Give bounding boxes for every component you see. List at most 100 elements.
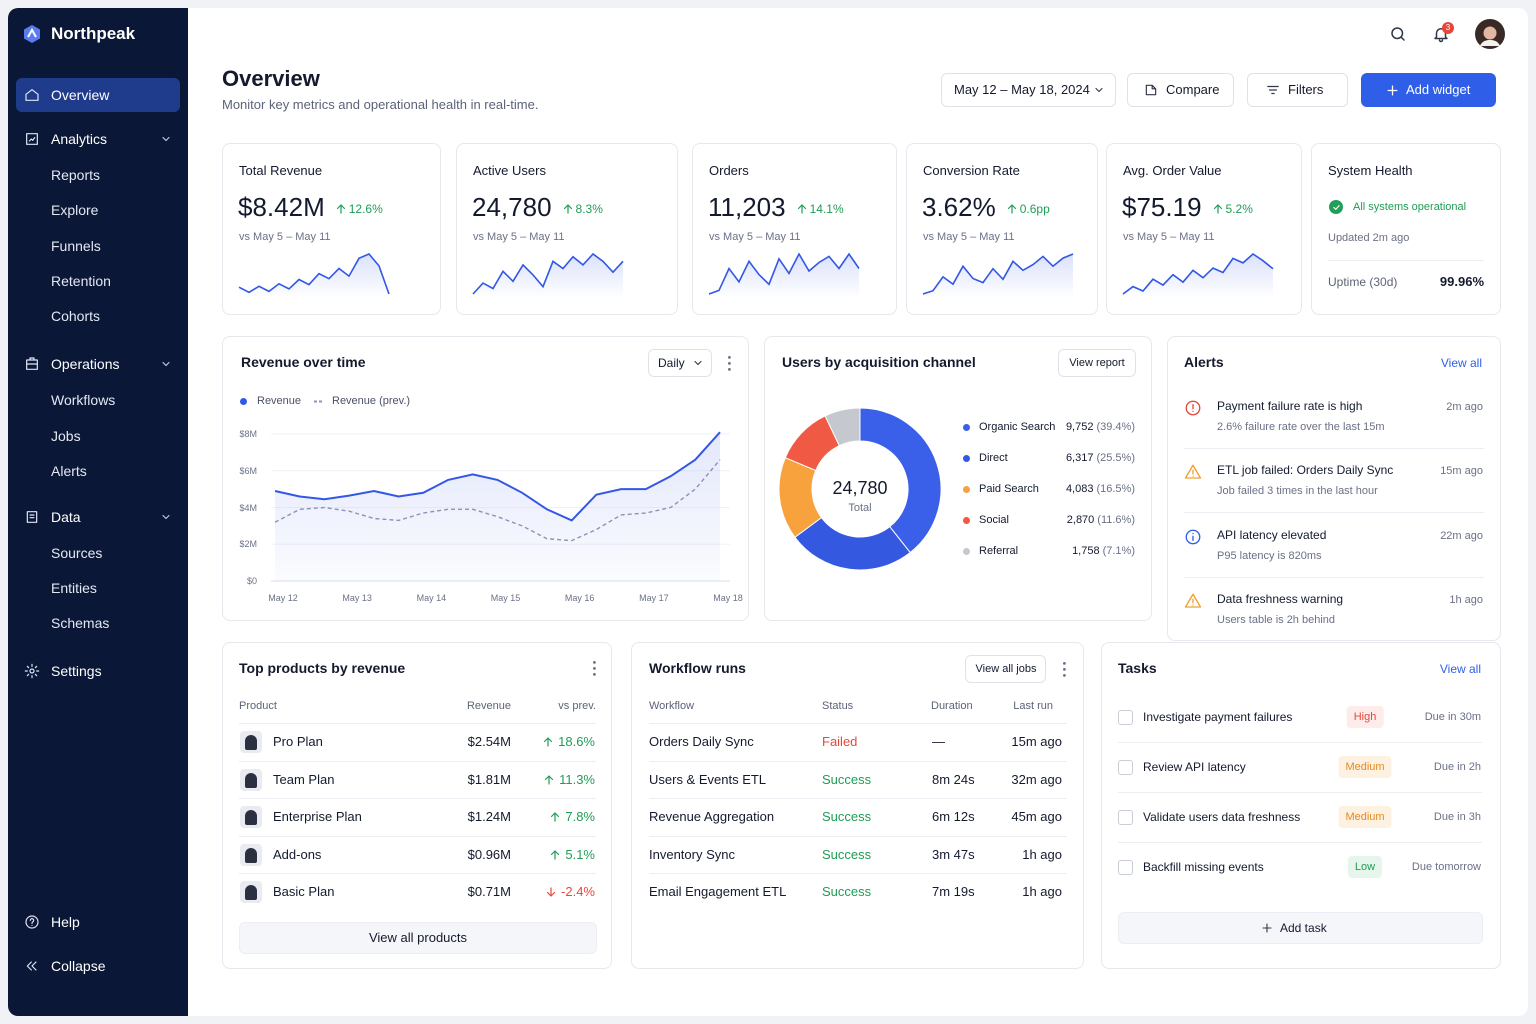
add-task-button[interactable] [1118,912,1483,944]
alert-detail: Users table is 2h behind [1217,613,1336,626]
column-header: Workflow [649,700,695,712]
compare-label[interactable]: Compare [1166,82,1220,97]
y-tick-label: $0 [246,576,257,586]
legend-swatch [314,400,323,403]
nav-active-bg[interactable] [16,78,180,112]
system-updated: Updated 2m ago [1328,232,1410,244]
system-health-card [1311,143,1501,315]
task-checkbox[interactable] [1118,860,1133,875]
product-icon-glyph [245,847,257,863]
date-range[interactable]: May 12 – May 18, 2024 [954,82,1090,97]
column-header: Last run [1013,700,1053,712]
legend-value: 9,752 [1065,421,1094,433]
compare-icon [1145,84,1157,96]
task-checkbox[interactable] [1118,760,1133,775]
view-report-button[interactable] [1058,349,1136,377]
workflow-last-run: 1h ago [1022,846,1062,862]
nav-item[interactable]: Operations [51,356,120,372]
legend-value: 1,758 [1072,545,1100,557]
kpi-label: Orders [709,163,749,178]
filters-label[interactable]: Filters [1288,82,1324,97]
arrow-down-glyph [546,887,556,897]
task-due: Due in 3h [1433,811,1481,823]
legend-share: (25.5%) [1096,452,1135,464]
view-report-label[interactable]: View report [1069,357,1125,369]
nav-item[interactable]: Data [51,509,81,525]
workflow-name: Revenue Aggregation [649,809,775,824]
daily-label[interactable]: Daily [658,356,685,370]
nav-icon-glyph [26,511,38,523]
compare-button[interactable] [1127,73,1234,107]
view-all-jobs-label[interactable]: View all jobs [975,663,1037,675]
system-health-title: System Health [1328,163,1413,178]
view-all-link[interactable]: View all [1440,356,1482,370]
kebab-dot-shape [1062,661,1066,665]
priority-badge: Medium [1338,756,1392,778]
kebab-dot [592,666,596,670]
nav-item[interactable]: Settings [51,663,102,679]
task-checkbox[interactable] [1118,810,1133,825]
chart-title: Revenue over time [241,354,366,370]
y-tick-label: $4M [239,502,257,513]
nav-subitem[interactable]: Workflows [51,392,116,408]
kpi-compare: vs May 5 – May 11 [473,231,565,243]
nav-subitem[interactable]: Entities [51,580,97,596]
add-widget-button[interactable] [1361,73,1496,107]
status-check [1332,204,1340,210]
legend-swatch [962,516,970,524]
search-icon [1391,27,1405,41]
nav-subitem[interactable]: Reports [51,167,101,183]
nav-subitem[interactable]: Jobs [51,427,81,444]
legend-label: Organic Search [979,421,1056,433]
product-name: Enterprise Plan [273,809,362,824]
filters-button[interactable] [1247,73,1348,107]
view-all-products-button[interactable] [239,922,597,954]
footer-item[interactable]: Collapse [51,958,106,974]
legend-value: 6,317 [1065,452,1094,464]
date-range-button[interactable] [941,73,1116,107]
kebab-dot [592,660,596,664]
task-due: Due tomorrow [1411,861,1481,873]
task-checkbox[interactable] [1118,710,1133,725]
kebab-dot-shape [727,355,731,359]
divider [649,723,1067,724]
nav-subitem[interactable]: Retention [51,272,111,289]
workflow-name: Users & Events ETL [649,771,767,787]
column-header: Status [822,700,854,712]
view-all-link[interactable]: View all [1439,662,1481,676]
nav-subitem[interactable]: Cohorts [51,308,101,324]
product-change: 18.6% [558,734,595,749]
alert-icon [1185,400,1201,416]
footer-item[interactable]: Help [51,914,80,930]
kpi-value: $75.19 [1122,192,1202,222]
add-task-label[interactable]: Add task [1280,921,1327,935]
alert-title: Payment failure rate is high [1217,399,1363,413]
alert-icon [1184,464,1202,479]
nav-item[interactable]: Overview [51,87,110,103]
nav-item[interactable]: Analytics [51,131,108,147]
sparkline-line [708,252,860,295]
kpi-compare: vs May 5 – May 11 [923,231,1015,243]
brand-logo-mark [27,27,37,38]
sparkline-line [238,253,390,295]
arrow-up-glyph [551,812,560,822]
kebab-dot-shape [1062,673,1066,677]
add-widget-label[interactable]: Add widget [1406,82,1471,97]
arrow-up-glyph [1007,204,1016,214]
legend-swatch [239,397,247,405]
nav-subitem[interactable]: Explore [51,202,99,219]
nav-subitem[interactable]: Alerts [51,463,87,479]
x-tick-label: May 17 [639,593,669,603]
daily-select[interactable] [648,349,712,377]
nav-subitem[interactable]: Sources [51,545,103,561]
add-task-icon [1262,923,1272,933]
x-tick-label: May 18 [713,593,743,603]
nav-subitem[interactable]: Funnels [51,237,101,254]
nav-subitem[interactable]: Schemas [51,615,110,631]
donut-chart [778,407,942,571]
view-all-jobs-button[interactable] [965,655,1046,683]
priority-badge: High [1346,706,1384,728]
chevron-down-glyph [162,136,170,142]
product-revenue: $1.81M [467,771,511,787]
view-all-products-label[interactable]: View all products [368,930,468,945]
